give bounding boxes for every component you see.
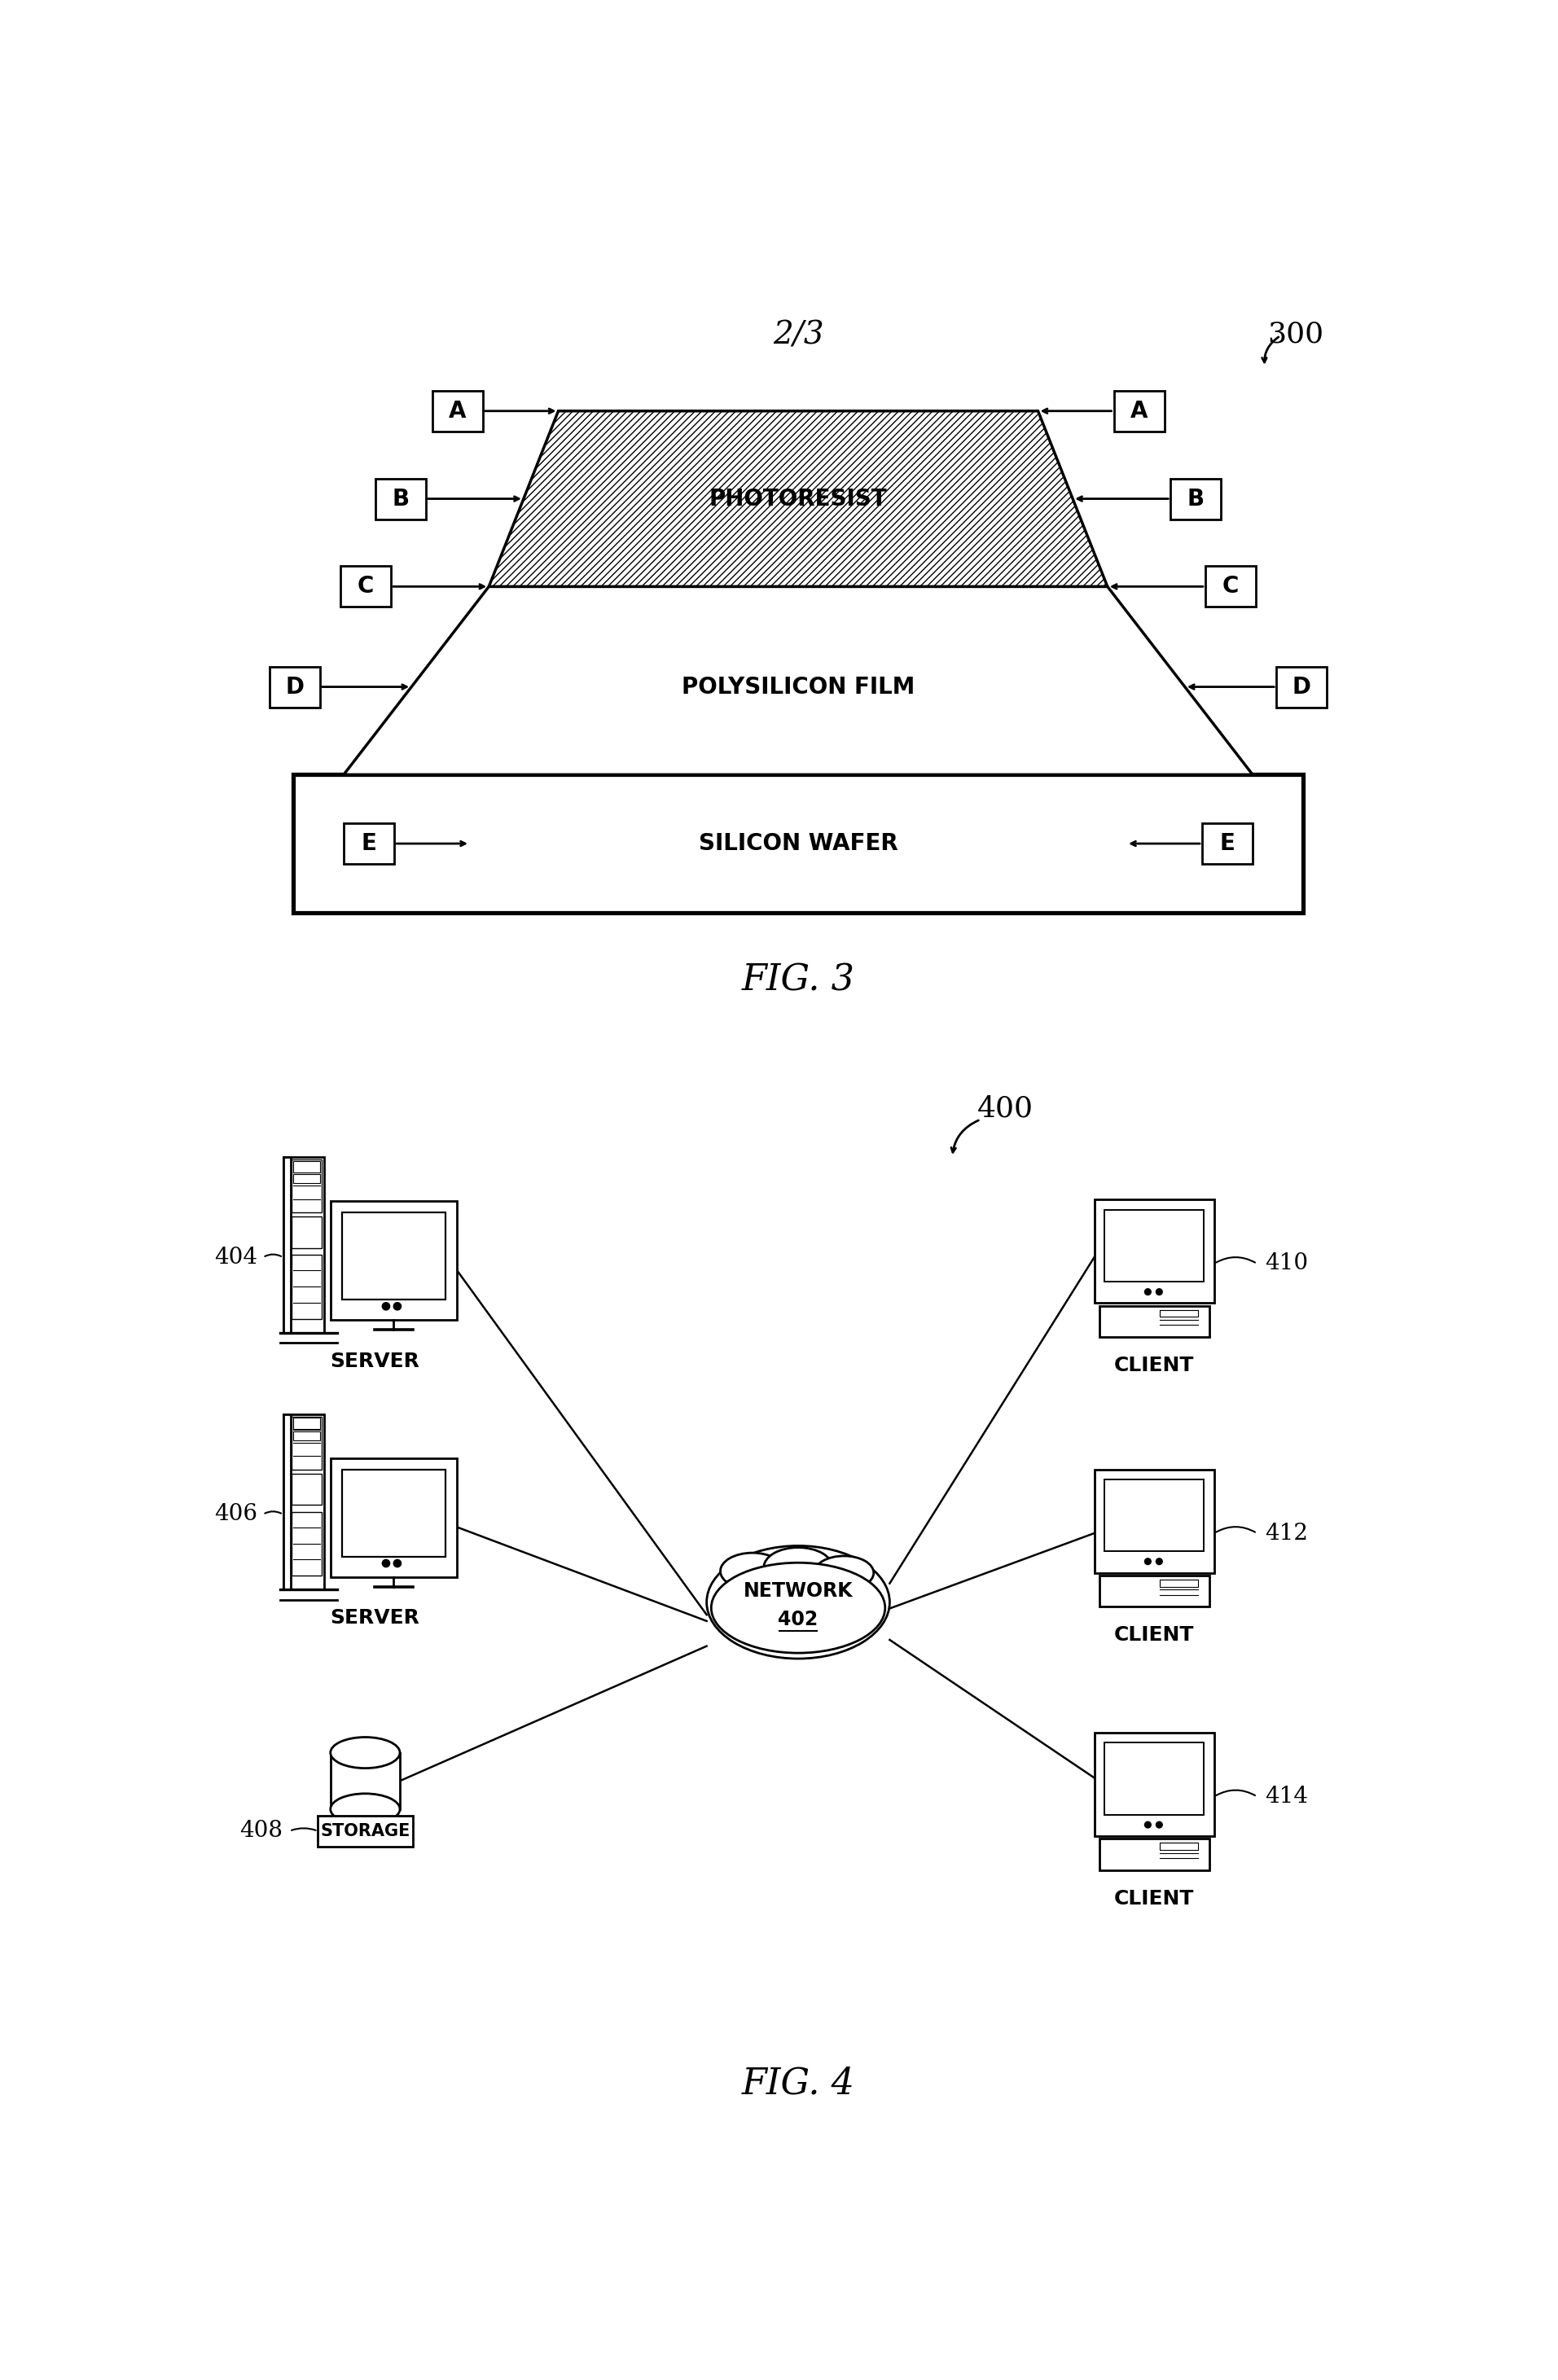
- FancyBboxPatch shape: [1206, 566, 1256, 607]
- Text: FIG. 4: FIG. 4: [742, 2066, 855, 2102]
- Ellipse shape: [763, 1547, 832, 1587]
- Circle shape: [1145, 1288, 1151, 1295]
- Ellipse shape: [815, 1557, 874, 1590]
- Polygon shape: [344, 585, 1253, 774]
- FancyBboxPatch shape: [1100, 1840, 1209, 1871]
- Circle shape: [1156, 1821, 1162, 1828]
- FancyBboxPatch shape: [432, 390, 483, 431]
- Polygon shape: [489, 412, 1108, 585]
- Text: E: E: [361, 833, 377, 854]
- FancyBboxPatch shape: [1159, 1842, 1198, 1849]
- Text: A: A: [449, 400, 466, 421]
- Text: 408: 408: [240, 1821, 282, 1842]
- Text: 410: 410: [1265, 1252, 1307, 1276]
- Text: FIG. 3: FIG. 3: [742, 964, 855, 997]
- FancyBboxPatch shape: [375, 478, 425, 519]
- FancyBboxPatch shape: [1094, 1733, 1214, 1835]
- Text: D: D: [285, 676, 304, 697]
- Ellipse shape: [330, 1795, 400, 1825]
- FancyBboxPatch shape: [291, 1216, 321, 1247]
- Circle shape: [382, 1302, 390, 1309]
- Circle shape: [382, 1559, 390, 1566]
- FancyBboxPatch shape: [1100, 1576, 1209, 1606]
- Text: CLIENT: CLIENT: [1114, 1890, 1193, 1909]
- FancyBboxPatch shape: [291, 1473, 321, 1504]
- Text: B: B: [1187, 488, 1204, 509]
- FancyBboxPatch shape: [330, 1459, 456, 1578]
- FancyBboxPatch shape: [293, 1418, 321, 1428]
- Text: NETWORK: NETWORK: [743, 1580, 852, 1602]
- FancyBboxPatch shape: [1105, 1742, 1204, 1816]
- FancyBboxPatch shape: [293, 1430, 321, 1440]
- FancyBboxPatch shape: [270, 666, 319, 707]
- FancyBboxPatch shape: [284, 1157, 324, 1333]
- FancyBboxPatch shape: [293, 1173, 321, 1183]
- FancyBboxPatch shape: [341, 1211, 446, 1299]
- FancyBboxPatch shape: [1105, 1480, 1204, 1552]
- FancyBboxPatch shape: [330, 1202, 456, 1321]
- Text: 2/3: 2/3: [773, 319, 824, 350]
- FancyBboxPatch shape: [291, 1511, 321, 1576]
- FancyBboxPatch shape: [293, 774, 1302, 912]
- FancyBboxPatch shape: [1203, 823, 1253, 864]
- FancyBboxPatch shape: [341, 566, 391, 607]
- FancyBboxPatch shape: [341, 1468, 446, 1557]
- Text: 404: 404: [215, 1247, 259, 1269]
- Text: C: C: [357, 576, 374, 597]
- Ellipse shape: [720, 1552, 784, 1590]
- Text: 414: 414: [1265, 1785, 1307, 1806]
- Text: STORAGE: STORAGE: [321, 1823, 410, 1840]
- FancyBboxPatch shape: [1276, 666, 1327, 707]
- FancyBboxPatch shape: [291, 1159, 321, 1211]
- Circle shape: [1145, 1559, 1151, 1564]
- FancyBboxPatch shape: [330, 1752, 400, 1809]
- Text: CLIENT: CLIENT: [1114, 1357, 1193, 1376]
- FancyBboxPatch shape: [1105, 1209, 1204, 1283]
- Text: SERVER: SERVER: [330, 1352, 419, 1371]
- FancyBboxPatch shape: [284, 1414, 324, 1590]
- FancyBboxPatch shape: [344, 823, 394, 864]
- FancyBboxPatch shape: [1159, 1309, 1198, 1316]
- Text: 412: 412: [1265, 1523, 1307, 1545]
- Circle shape: [394, 1302, 400, 1309]
- Text: A: A: [1130, 400, 1148, 421]
- FancyBboxPatch shape: [284, 1414, 291, 1590]
- FancyBboxPatch shape: [291, 1254, 321, 1319]
- FancyBboxPatch shape: [1114, 390, 1164, 431]
- Text: 400: 400: [977, 1095, 1033, 1121]
- Text: PHOTORESIST: PHOTORESIST: [709, 488, 887, 509]
- Text: 406: 406: [215, 1504, 259, 1526]
- Circle shape: [1145, 1821, 1151, 1828]
- FancyBboxPatch shape: [1159, 1580, 1198, 1587]
- FancyBboxPatch shape: [293, 1161, 321, 1171]
- Text: D: D: [1292, 676, 1310, 697]
- Text: SILICON WAFER: SILICON WAFER: [698, 833, 897, 854]
- Ellipse shape: [710, 1564, 885, 1654]
- Text: E: E: [1220, 833, 1235, 854]
- FancyBboxPatch shape: [318, 1816, 413, 1847]
- Text: 402: 402: [777, 1609, 818, 1630]
- FancyBboxPatch shape: [291, 1416, 321, 1468]
- Circle shape: [1156, 1559, 1162, 1564]
- Text: 300: 300: [1268, 319, 1324, 347]
- Ellipse shape: [330, 1737, 400, 1768]
- Circle shape: [394, 1559, 400, 1566]
- Circle shape: [1156, 1288, 1162, 1295]
- FancyBboxPatch shape: [1100, 1307, 1209, 1338]
- Ellipse shape: [707, 1545, 890, 1659]
- FancyBboxPatch shape: [284, 1157, 291, 1333]
- FancyBboxPatch shape: [1094, 1200, 1214, 1304]
- Text: CLIENT: CLIENT: [1114, 1626, 1193, 1645]
- Text: POLYSILICON FILM: POLYSILICON FILM: [681, 676, 915, 697]
- Text: B: B: [393, 488, 410, 509]
- FancyBboxPatch shape: [1170, 478, 1221, 519]
- Text: C: C: [1221, 576, 1239, 597]
- Text: SERVER: SERVER: [330, 1609, 419, 1628]
- FancyBboxPatch shape: [1094, 1468, 1214, 1573]
